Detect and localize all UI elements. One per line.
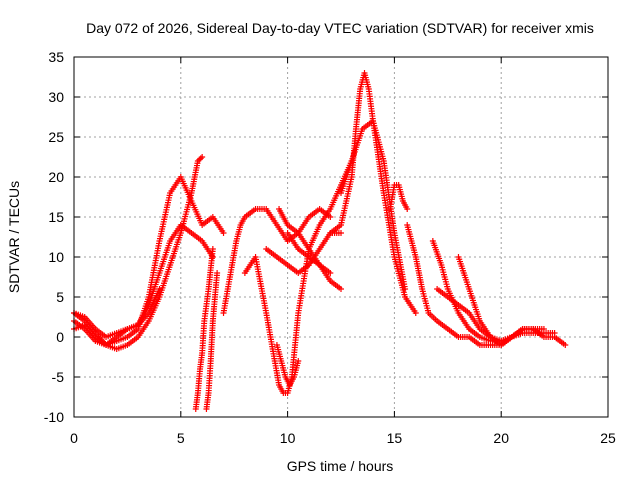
y-tick-label: -5 [52,369,65,385]
x-tick-label: 20 [493,430,509,446]
plot-frame [73,56,609,418]
y-tick-label: 20 [48,169,64,185]
data-point [199,154,206,160]
y-tick-label: 25 [48,129,64,145]
x-tick-label: 5 [177,430,185,446]
data-point [540,326,547,332]
data-point [327,270,334,276]
data-point [156,286,163,292]
x-tick-label: 0 [70,430,78,446]
series-track-4 [71,286,163,340]
data-point [551,330,558,336]
data-point [327,214,334,220]
series-track-15 [387,182,411,212]
data-point [402,286,409,292]
series-track-5 [192,246,216,412]
data-point [209,246,216,252]
series-track-6 [203,270,221,412]
y-tick-label: 15 [48,209,64,225]
data-point [220,230,227,236]
y-axis-label: SDTVAR / TECUs [6,181,22,293]
data-point [338,230,344,236]
series-track-12 [284,230,334,276]
x-tick-label: 25 [600,430,616,446]
data-point [519,326,526,332]
y-tick-label: -10 [44,409,64,425]
series-track-19 [434,286,526,344]
series-track-14 [338,118,409,292]
data-point [338,286,344,292]
y-tick-label: 0 [56,329,64,345]
x-tick-label: 15 [387,430,403,446]
grid [74,57,608,417]
data-point [214,270,221,276]
scatter-marks [71,70,569,412]
data-point [295,358,302,364]
chart-title: Day 072 of 2026, Sidereal Day-to-day VTE… [86,20,594,36]
series-track-9 [263,230,344,276]
series-track-10 [273,342,302,388]
x-axis-label: GPS time / hours [287,458,394,474]
axis-ticks: 0 5 10 15 20 25 -10 -5 0 5 10 15 20 25 30 35 [44,49,616,446]
data-point [412,310,419,316]
data-point [562,342,569,348]
x-tick-label: 10 [280,430,296,446]
y-tick-label: 5 [56,289,64,305]
series-track-3 [71,154,206,352]
y-tick-label: 10 [48,249,64,265]
y-tick-label: 30 [48,89,64,105]
y-tick-label: 35 [48,49,64,65]
data-point [404,206,411,212]
